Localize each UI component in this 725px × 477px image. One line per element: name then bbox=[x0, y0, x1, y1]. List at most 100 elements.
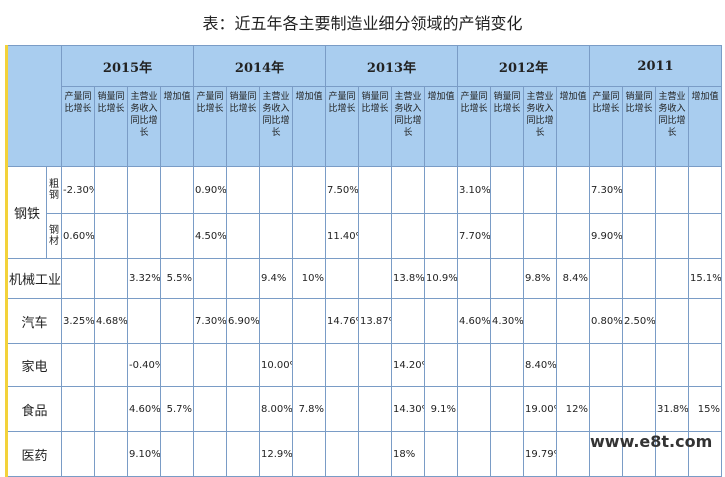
cell bbox=[259, 298, 293, 344]
cell: 8.40% bbox=[523, 343, 557, 387]
cell: 13.87% bbox=[358, 298, 392, 344]
row-label: 医药 bbox=[6, 431, 62, 477]
cell: 3.10% bbox=[457, 166, 491, 214]
column-header: 销量同比增长 bbox=[94, 86, 128, 167]
cell: -2.30% bbox=[61, 166, 95, 214]
column-header: 增加值 bbox=[556, 86, 590, 167]
cell bbox=[688, 298, 722, 344]
cell bbox=[160, 431, 194, 477]
corner bbox=[6, 45, 62, 167]
cell: 4.60% bbox=[457, 298, 491, 344]
cell bbox=[61, 386, 95, 432]
column-header: 产量同比增长 bbox=[61, 86, 95, 167]
column-header: 主营业务收入同比增长 bbox=[391, 86, 425, 167]
cell bbox=[556, 343, 590, 387]
cell: 18% bbox=[391, 431, 425, 477]
cell bbox=[61, 431, 95, 477]
row-group: 钢铁 bbox=[6, 166, 47, 259]
row-label: 粗钢 bbox=[46, 166, 62, 214]
cell bbox=[226, 386, 260, 432]
table: 2015年 2014年 2013年 2012年 2011 产量同比增长 销量同比增长 主营业务… bbox=[5, 45, 722, 477]
cell bbox=[193, 258, 227, 299]
header-row: 产量同比增长 销量同比增长 主营业务收入同比增长 增加值 产量同比增长 销量同比增长 主营业… bbox=[7, 86, 722, 167]
column-header: 增加值 bbox=[688, 86, 722, 167]
cell bbox=[457, 431, 491, 477]
cell: 7.50% bbox=[325, 166, 359, 214]
data-row: 机械工业 3.32% 5.5% 9.4% 10% 13.8% 10.9% 9.8% 8.4% 15… bbox=[6, 258, 722, 299]
column-header: 主营业务收入同比增长 bbox=[259, 86, 293, 167]
cell: 0.90% bbox=[193, 166, 227, 214]
column-header: 销量同比增长 bbox=[490, 86, 524, 167]
cell bbox=[457, 258, 491, 299]
cell bbox=[622, 213, 656, 259]
column-header: 产量同比增长 bbox=[325, 86, 359, 167]
cell: 31.8% bbox=[655, 386, 689, 432]
column-header: 产量同比增长 bbox=[193, 86, 227, 167]
cell bbox=[523, 298, 557, 344]
cell: 5.5% bbox=[160, 258, 194, 299]
cell bbox=[226, 343, 260, 387]
data-row: 医药 9.10% 12.9% 18% 19.79% bbox=[6, 431, 722, 477]
cell bbox=[94, 343, 128, 387]
cell: 3.32% bbox=[127, 258, 161, 299]
cell: 7.30% bbox=[589, 166, 623, 214]
cell: 0.80% bbox=[589, 298, 623, 344]
cell bbox=[655, 431, 689, 477]
cell bbox=[160, 343, 194, 387]
cell: 13.8% bbox=[391, 258, 425, 299]
column-header: 销量同比增长 bbox=[358, 86, 392, 167]
cell bbox=[94, 258, 128, 299]
cell bbox=[292, 166, 326, 214]
cell bbox=[325, 386, 359, 432]
cell: 15.1% bbox=[688, 258, 722, 299]
cell: 12% bbox=[556, 386, 590, 432]
cell bbox=[226, 431, 260, 477]
cell: 19.00% bbox=[523, 386, 557, 432]
cell bbox=[226, 213, 260, 259]
cell bbox=[424, 298, 458, 344]
cell bbox=[391, 298, 425, 344]
cell bbox=[325, 258, 359, 299]
row-label: 家电 bbox=[6, 343, 62, 387]
year-header: 2015年 bbox=[61, 45, 194, 87]
cell: -0.40% bbox=[127, 343, 161, 387]
cell: 0.60% bbox=[61, 213, 95, 259]
cell bbox=[490, 386, 524, 432]
cell bbox=[589, 258, 623, 299]
year-header: 2014年 bbox=[193, 45, 326, 87]
cell: 3.25% bbox=[61, 298, 95, 344]
cell bbox=[226, 166, 260, 214]
column-header: 增加值 bbox=[160, 86, 194, 167]
cell bbox=[160, 298, 194, 344]
cell: 4.30% bbox=[490, 298, 524, 344]
title: 表：近五年各主要制造业细分领域的产销变化 bbox=[202, 14, 523, 33]
cell bbox=[358, 386, 392, 432]
cell: 9.90% bbox=[589, 213, 623, 259]
data-row: 钢材0.60% 4.50% 11.40% 7.70% 9.90% bbox=[7, 213, 722, 259]
cell: 9.1% bbox=[424, 386, 458, 432]
cell bbox=[622, 343, 656, 387]
cell: 10.9% bbox=[424, 258, 458, 299]
cell bbox=[490, 258, 524, 299]
cell bbox=[622, 431, 656, 477]
cell bbox=[325, 343, 359, 387]
column-header: 产量同比增长 bbox=[457, 86, 491, 167]
cell bbox=[556, 166, 590, 214]
cell bbox=[655, 258, 689, 299]
row-label: 钢材 bbox=[46, 213, 62, 259]
year-header: 2011 bbox=[589, 45, 722, 87]
cell bbox=[688, 213, 722, 259]
cell bbox=[193, 431, 227, 477]
cell bbox=[259, 213, 293, 259]
year-header: 2013年 bbox=[325, 45, 458, 87]
column-header: 主营业务收入同比增长 bbox=[127, 86, 161, 167]
cell: 14.76% bbox=[325, 298, 359, 344]
cell bbox=[292, 298, 326, 344]
cell bbox=[523, 166, 557, 214]
cell: 11.40% bbox=[325, 213, 359, 259]
cell: 15% bbox=[688, 386, 722, 432]
column-header: 产量同比增长 bbox=[589, 86, 623, 167]
column-header: 增加值 bbox=[424, 86, 458, 167]
